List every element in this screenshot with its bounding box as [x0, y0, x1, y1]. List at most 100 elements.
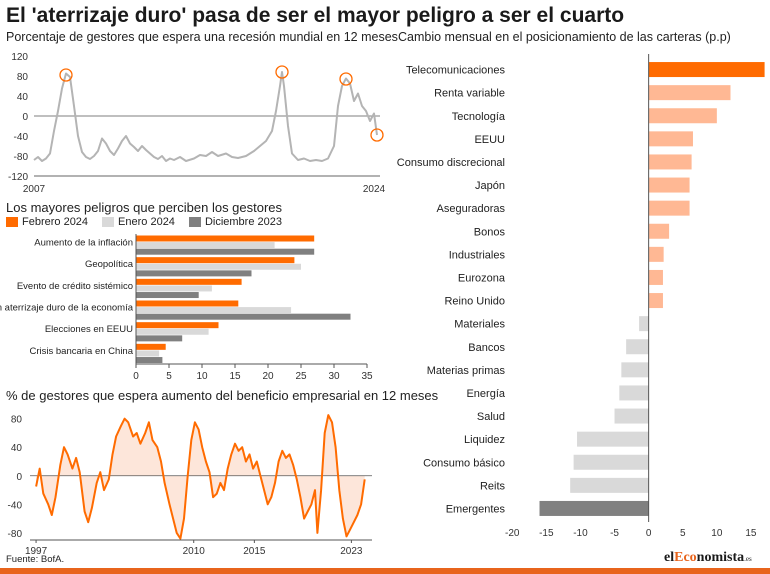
positioning-bar	[626, 339, 649, 355]
risk-bar	[136, 357, 163, 364]
x-tick-label: 2015	[243, 546, 266, 554]
x-tick-label: 0	[646, 528, 652, 539]
earnings-chart-title: % de gestores que espera aumento del ben…	[6, 388, 439, 403]
risk-bar	[136, 285, 212, 292]
brand-logo: elEconomista.es	[664, 550, 752, 566]
y-tick-label: 40	[11, 443, 23, 454]
y-tick-label: -120	[8, 172, 28, 183]
positioning-category-label: Reino Unido	[444, 296, 505, 308]
source-note: Fuente: BofA.	[6, 554, 65, 565]
risk-category-label: Aumento de la inflación	[34, 238, 133, 249]
risk-bar	[136, 248, 315, 255]
positioning-bar	[577, 431, 649, 447]
legend-swatch-jan	[102, 217, 115, 227]
y-tick-label: -80	[8, 529, 23, 540]
positioning-bar	[648, 246, 664, 262]
positioning-bar	[648, 223, 670, 239]
positioning-bar	[619, 385, 649, 401]
positioning-category-label: Tecnología	[452, 111, 506, 123]
positioning-category-label: Bancos	[468, 342, 505, 354]
brand-accent: Eco	[674, 550, 697, 565]
earnings-series-line	[35, 414, 366, 540]
risk-category-label: Un aterrizaje duro de la economía	[0, 303, 134, 314]
risk-category-label: Elecciones en EEUU	[45, 324, 133, 335]
x-tick-label: -20	[505, 528, 520, 539]
positioning-category-label: EEUU	[474, 134, 505, 146]
positioning-bar	[648, 293, 663, 309]
brand-suffix: nomista	[696, 550, 745, 565]
y-tick-label: 0	[16, 472, 22, 483]
legend-item-dec: Diciembre 2023	[188, 216, 282, 228]
positioning-category-label: Reits	[480, 480, 506, 492]
risk-bar	[136, 343, 166, 350]
positioning-bar	[570, 477, 649, 493]
highlight-circle	[370, 128, 384, 142]
positioning-category-label: Eurozona	[458, 272, 506, 284]
x-tick-label: 2010	[183, 546, 206, 554]
y-tick-label: 40	[17, 92, 29, 103]
x-tick-label: 1997	[25, 546, 48, 554]
positioning-category-label: Liquidez	[464, 434, 505, 446]
risk-bar	[136, 313, 351, 320]
positioning-category-label: Energía	[466, 388, 505, 400]
legend-label-dec: Diciembre 2023	[204, 216, 282, 228]
legend-swatch-dec	[188, 217, 201, 227]
earnings-area-fill	[36, 415, 365, 539]
positioning-category-label: Emergentes	[446, 503, 506, 515]
x-tick-label: 25	[295, 371, 307, 380]
x-tick-label: 30	[328, 371, 340, 380]
risk-bar	[136, 270, 252, 277]
risks-bar-chart: 0 5 10 15 20 25 30 35 Aumento de la inflación Geo…	[0, 234, 373, 380]
x-tick-label: 2007	[23, 184, 46, 195]
positioning-bar-chart: -20 -15 -10 -5 0 5 10 15 Telecomunicaciones Renta…	[397, 54, 765, 539]
y-tick-label: 0	[22, 112, 28, 123]
x-tick-label: 35	[361, 371, 373, 380]
risk-bar	[136, 278, 242, 285]
brand-tld: .es	[744, 555, 752, 563]
highlight-circle	[59, 68, 73, 82]
risks-chart-title: Los mayores peligros que perciben los ge…	[6, 200, 283, 215]
x-tick-label: -10	[573, 528, 588, 539]
risk-category-label: Evento de crédito sistémico	[17, 281, 133, 292]
positioning-bar	[648, 177, 690, 193]
legend-item-feb: Febrero 2024	[6, 216, 88, 228]
positioning-category-label: Bonos	[474, 226, 506, 238]
x-tick-label: -5	[610, 528, 619, 539]
y-tick-label: -40	[8, 500, 23, 511]
positioning-category-label: Consumo discrecional	[397, 157, 505, 169]
recession-series-line	[33, 71, 378, 162]
x-tick-label: 2023	[340, 546, 363, 554]
positioning-chart-title: Cambio mensual en el posicionamiento de …	[398, 30, 731, 44]
x-tick-label: 20	[262, 371, 274, 380]
positioning-bar	[648, 85, 731, 101]
risk-category-label: Crisis bancaria en China	[30, 346, 134, 357]
positioning-bar	[639, 316, 649, 332]
risk-bar	[136, 335, 183, 342]
risk-bar	[136, 328, 209, 335]
positioning-bar	[648, 108, 717, 124]
positioning-bar	[573, 454, 649, 470]
legend-item-jan: Enero 2024	[102, 216, 175, 228]
x-tick-label: 0	[133, 371, 139, 380]
legend-label-jan: Enero 2024	[118, 216, 175, 228]
x-tick-label: 5	[680, 528, 686, 539]
risk-bar	[136, 292, 199, 299]
y-tick-label: 80	[17, 72, 29, 83]
highlight-circle	[275, 65, 289, 79]
risk-bar	[136, 307, 292, 314]
risk-bar	[136, 322, 219, 329]
y-tick-label: -80	[14, 152, 29, 163]
y-tick-label: 120	[11, 52, 28, 63]
main-title: El 'aterrizaje duro' pasa de ser el mayo…	[6, 4, 625, 27]
positioning-bar	[648, 62, 765, 78]
positioning-bar	[648, 131, 693, 147]
positioning-category-label: Materiales	[454, 319, 505, 331]
bottom-accent-bar	[0, 568, 770, 574]
risk-bar	[136, 263, 301, 270]
x-tick-label: -15	[539, 528, 554, 539]
positioning-bar	[648, 200, 690, 216]
positioning-category-label: Materias primas	[427, 365, 506, 377]
positioning-bar	[648, 154, 692, 170]
